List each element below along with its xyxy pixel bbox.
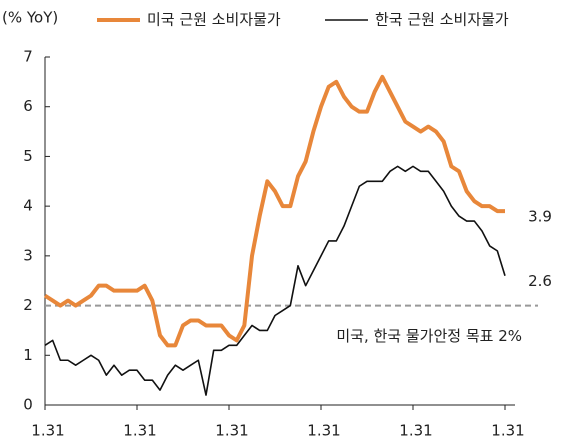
x-tick-label: 1.31 xyxy=(31,422,64,440)
y-axis-label: (% YoY) xyxy=(2,9,58,27)
y-tick-label: 6 xyxy=(23,97,33,115)
series-line xyxy=(43,74,505,348)
y-tick-label: 3 xyxy=(23,246,33,264)
y-tick-label: 4 xyxy=(23,197,33,215)
series-line xyxy=(44,165,506,396)
y-tick-label: 7 xyxy=(23,48,33,66)
y-tick-label: 5 xyxy=(23,147,33,165)
y-tick-label: 1 xyxy=(23,346,33,364)
legend-label: 미국 근원 소비자물가 xyxy=(147,11,281,29)
x-tick-label: 1.31 xyxy=(399,422,432,440)
y-tick-label: 2 xyxy=(23,296,33,314)
end-label: 3.9 xyxy=(528,208,552,226)
reference-label: 미국, 한국 물가안정 목표 2% xyxy=(336,327,522,345)
legend-label: 한국 근원 소비자물가 xyxy=(375,11,509,29)
end-label: 2.6 xyxy=(528,272,552,290)
y-tick-label: 0 xyxy=(23,396,33,414)
x-tick-label: 1.31 xyxy=(215,422,248,440)
x-tick-label: 1.31 xyxy=(491,422,524,440)
x-tick-label: 1.31 xyxy=(123,422,156,440)
x-tick-label: 1.31 xyxy=(307,422,340,440)
